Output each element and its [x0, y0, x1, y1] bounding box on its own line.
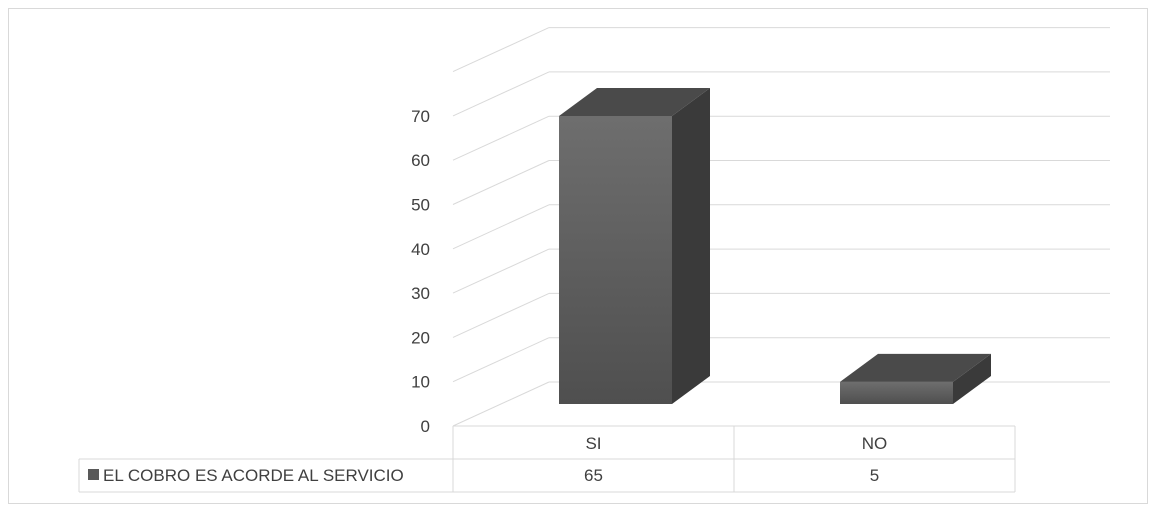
gridline-diagonal — [452, 381, 550, 427]
gridline-diagonal — [452, 71, 550, 117]
x-category-label: SI — [585, 434, 601, 453]
bar-top-face — [840, 353, 991, 382]
gridline-diagonal — [452, 27, 550, 73]
y-tick-label: 10 — [411, 373, 430, 392]
y-tick-labels: 0 10 20 30 40 50 60 70 — [411, 107, 430, 436]
y-tick-label: 40 — [411, 240, 430, 259]
y-tick-label: 50 — [411, 196, 430, 215]
y-tick-label: 30 — [411, 284, 430, 303]
y-tick-label: 0 — [421, 417, 430, 436]
bar-front-face — [559, 116, 672, 405]
gridline-diagonal — [452, 115, 550, 161]
y-tick-label: 70 — [411, 107, 430, 126]
bar — [840, 353, 991, 404]
gridline-diagonal — [452, 337, 550, 383]
data-table-value: 65 — [584, 466, 603, 485]
data-table: SI NO EL COBRO ES ACORDE AL SERVICIO 65 5 — [78, 426, 1016, 493]
bar-side-face — [672, 88, 710, 405]
gridlines — [452, 27, 1110, 427]
bars — [559, 88, 991, 405]
y-tick-label: 20 — [411, 328, 430, 347]
y-tick-label: 60 — [411, 151, 430, 170]
x-category-label: NO — [862, 434, 888, 453]
gridline-diagonal — [452, 204, 550, 250]
data-table-value: 5 — [870, 466, 879, 485]
gridline-diagonal — [452, 160, 550, 205]
legend-series-name: EL COBRO ES ACORDE AL SERVICIO — [103, 466, 404, 485]
gridline-diagonal — [452, 248, 550, 294]
gridline-diagonal — [452, 292, 550, 338]
legend-swatch — [88, 469, 99, 480]
bar-front-face — [840, 381, 953, 404]
bar — [559, 88, 710, 405]
bar-side-face — [953, 353, 991, 404]
bar-top-face — [559, 88, 710, 117]
